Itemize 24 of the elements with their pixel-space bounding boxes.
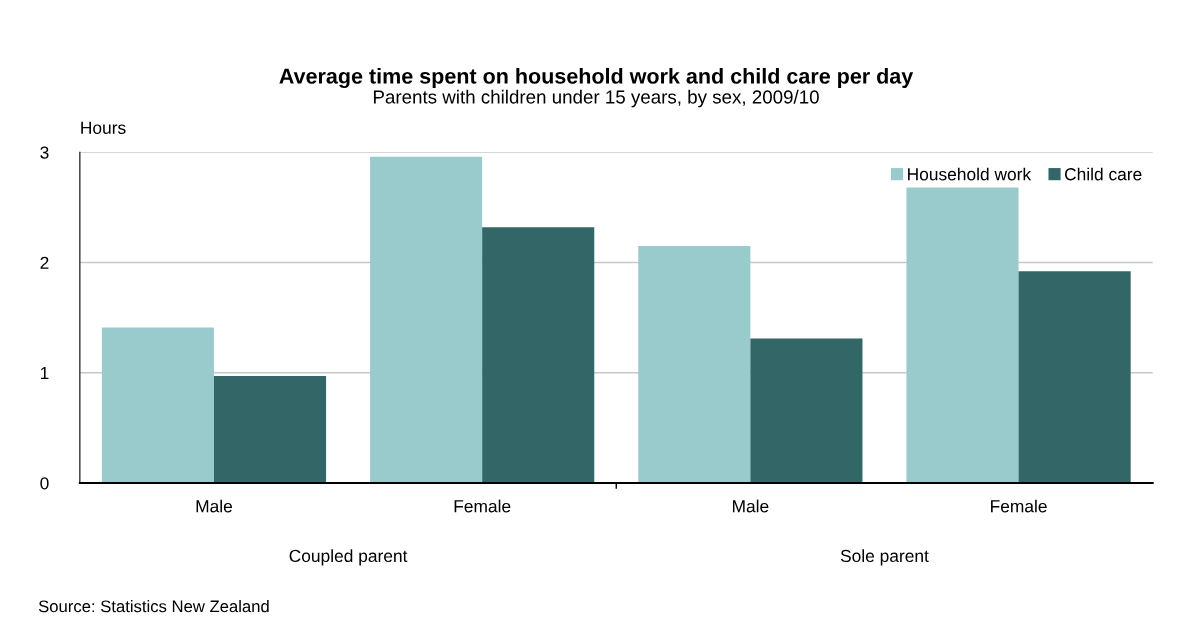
y-tick-label: 3 — [40, 146, 49, 159]
source-note: Source: Statistics New Zealand — [38, 600, 269, 613]
y-axis-title: Hours — [81, 121, 126, 134]
chart-title: Average time spent on household work and child care per day — [279, 67, 914, 89]
bar — [750, 338, 863, 483]
bar — [101, 327, 214, 483]
bar — [906, 187, 1019, 483]
text: Sole parent — [840, 549, 929, 566]
x-tick-label: Female — [454, 499, 511, 513]
chart-subtitle: Parents with children under 15 years, by sex, 2009/10 — [373, 89, 819, 108]
legend-label: Household work — [908, 167, 1032, 181]
y-tick-label: 0 — [40, 477, 49, 490]
bar — [1018, 271, 1131, 483]
y-tick-label: 1 — [40, 367, 49, 380]
x-tick-label: Male — [732, 499, 769, 513]
y-tick-label: 2 — [40, 256, 49, 269]
bar — [370, 156, 483, 483]
bar — [482, 227, 595, 483]
bar — [638, 245, 751, 483]
bar — [213, 376, 327, 483]
text: Coupled parent — [289, 549, 408, 566]
x-tick-label: Female — [991, 499, 1047, 513]
legend-label: Child care — [1064, 167, 1142, 181]
x-tick-label: Male — [196, 499, 233, 513]
